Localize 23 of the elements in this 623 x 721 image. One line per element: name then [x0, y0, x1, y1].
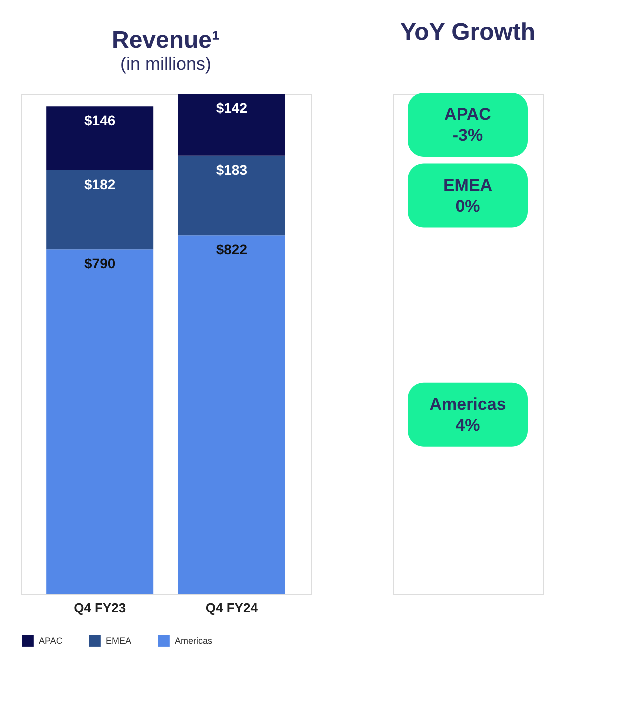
chart-title: Revenue¹	[112, 27, 220, 54]
bar	[46, 106, 154, 170]
x-tick-label: Q4 FY23	[74, 600, 126, 616]
data-label: $790	[84, 256, 116, 272]
text: EMEA 0%	[443, 176, 493, 216]
x-tick-label: Q4 FY24	[206, 600, 259, 616]
legend-label: EMEA	[106, 636, 132, 646]
data-label: $183	[216, 162, 248, 178]
bar	[178, 156, 286, 236]
text: APAC -3%	[444, 104, 492, 145]
bar	[178, 94, 286, 156]
data-label: $142	[216, 100, 248, 116]
text: YoY Growth	[400, 18, 536, 46]
legend-label: APAC	[39, 636, 64, 646]
bar	[46, 170, 154, 250]
data-label: $822	[216, 242, 248, 258]
data-label: $146	[84, 112, 116, 129]
data-label: $182	[84, 176, 116, 192]
bar	[46, 250, 154, 594]
text: Americas 4%	[430, 394, 506, 435]
chart-subtitle: (in millions)	[120, 54, 212, 74]
bar	[178, 236, 286, 594]
legend-label: Americas	[175, 636, 214, 646]
